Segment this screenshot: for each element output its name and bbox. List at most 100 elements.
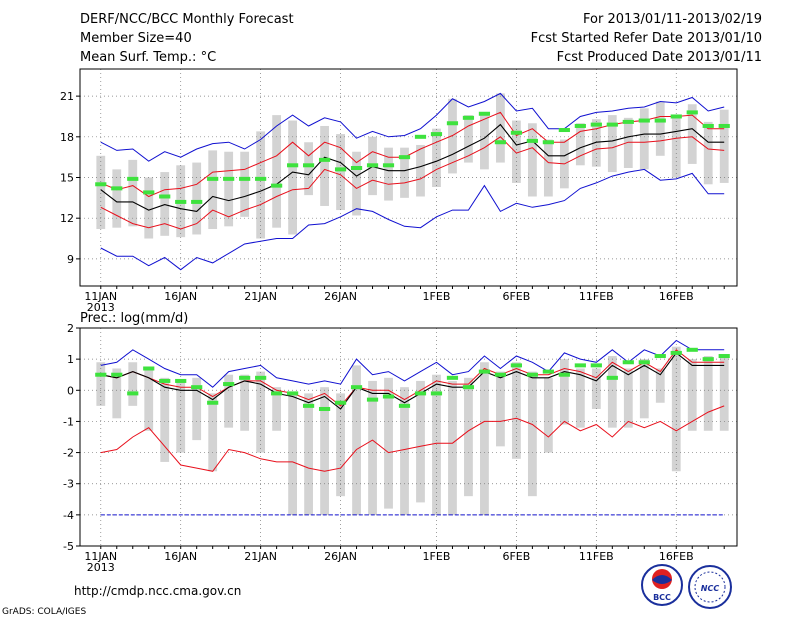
spread-box-day-40 (719, 356, 729, 431)
spread-box-day-11 (256, 131, 266, 239)
y-tick-label: 18 (60, 131, 74, 144)
spread-box-day-24 (464, 115, 473, 163)
climatology-mark-day-28 (526, 138, 538, 143)
spread-box-day-1 (96, 155, 106, 230)
x-year-label: 2013 (87, 301, 115, 314)
climatology-mark-day-39 (702, 123, 714, 128)
climatology-mark-day-15 (318, 157, 331, 162)
x-tick-label: 1FEB (423, 550, 451, 563)
y-tick-label: -4 (63, 509, 74, 522)
spread-box-day-40 (719, 109, 729, 183)
climatology-mark-day-10 (239, 176, 251, 181)
spread-box-day-27 (512, 362, 521, 459)
band-lower-line (100, 136, 725, 230)
band-upper-line (100, 349, 725, 407)
precipitation-chart: -5 -4 -3 -2 -1 0 1 2 11JAN 16JAN 21JAN 26JAN 1FEB 6FE… (63, 322, 738, 574)
spread-box-day-19 (384, 147, 393, 201)
climatology-mark-day-38 (686, 347, 698, 352)
climatology-mark-day-22 (430, 132, 443, 137)
spread-box-day-37 (671, 115, 681, 178)
bcc-logo: BCC (641, 564, 683, 606)
climatology-mark-day-26 (494, 140, 507, 145)
climatology-mark-day-35 (638, 360, 650, 365)
spread-box-day-32 (591, 119, 601, 167)
spread-box-day-5 (160, 172, 170, 236)
climatology-mark-day-29 (542, 369, 554, 374)
y-tick-label: -5 (63, 540, 74, 553)
spread-box-day-20 (400, 387, 409, 515)
climatology-mark-day-12 (271, 183, 283, 188)
climatology-mark-day-21 (414, 391, 427, 396)
climatology-mark-day-1 (95, 372, 107, 377)
climatology-mark-day-13 (287, 163, 299, 168)
y-tick-label: 2 (67, 322, 74, 335)
climatology-mark-day-27 (510, 130, 522, 135)
spread-box-day-38 (687, 359, 697, 431)
climatology-mark-day-30 (558, 372, 570, 377)
y-tick-label: 9 (67, 253, 74, 266)
spread-box-day-19 (384, 377, 393, 509)
climatology-mark-day-15 (318, 406, 331, 411)
precip-panel-title: Prec.: log(mm/d) (80, 311, 188, 326)
extreme-upper-line (100, 339, 725, 388)
spread-box-day-20 (400, 147, 409, 198)
spread-box-day-34 (623, 117, 633, 169)
spread-box-day-24 (464, 377, 473, 497)
climatology-mark-day-1 (95, 182, 107, 187)
y-tick-label: 0 (67, 384, 74, 397)
ncc-logo-label: NCC (701, 584, 720, 593)
spread-box-day-31 (575, 123, 585, 166)
spread-box-day-17 (352, 151, 361, 216)
ensemble-mean-line (100, 123, 725, 212)
climatology-mark-day-25 (478, 111, 491, 116)
x-tick-label: 26JAN (324, 550, 357, 563)
spread-box-day-16 (336, 134, 345, 211)
x-tick-label: 6FEB (502, 550, 530, 563)
spread-box-day-3 (128, 362, 138, 406)
spread-box-day-15 (320, 387, 329, 515)
y-tick-label: -2 (63, 447, 74, 460)
climatology-mark-day-40 (718, 123, 730, 128)
climatology-mark-day-37 (670, 350, 682, 355)
climatology-mark-day-18 (366, 397, 379, 402)
spread-box-day-17 (352, 365, 361, 515)
spread-box-day-23 (448, 380, 457, 515)
climatology-mark-day-10 (239, 375, 251, 380)
x-tick-label: 11JAN (84, 550, 117, 563)
spread-box-day-8 (208, 150, 218, 230)
band-upper-line (100, 111, 725, 198)
spread-box-day-21 (416, 144, 425, 197)
climatology-mark-day-34 (622, 360, 634, 365)
climatology-mark-day-14 (302, 163, 315, 168)
climatology-mark-day-9 (223, 382, 235, 387)
spread-box-day-29 (543, 139, 553, 197)
climatology-mark-day-39 (702, 357, 714, 362)
spread-box-day-13 (288, 393, 298, 515)
y-tick-label: -1 (63, 415, 74, 428)
climatology-mark-day-32 (590, 363, 602, 368)
climatology-mark-day-30 (558, 128, 570, 133)
x-tick-label: 21JAN (244, 290, 277, 303)
spread-box-day-10 (240, 151, 250, 217)
climatology-mark-day-34 (622, 119, 634, 124)
spread-box-day-4 (144, 177, 154, 239)
climatology-mark-day-29 (542, 140, 554, 145)
header-start-date: Fcst Started Refer Date 2013/01/10 (531, 31, 762, 46)
climatology-mark-day-4 (143, 190, 155, 195)
y-tick-label: 1 (67, 353, 74, 366)
spread-box-day-39 (703, 356, 713, 431)
climatology-mark-day-9 (223, 176, 235, 181)
spread-box-day-26 (496, 93, 505, 163)
spread-box-day-30 (559, 359, 569, 425)
spread-box-day-33 (607, 356, 617, 428)
climatology-mark-day-18 (366, 163, 379, 168)
climatology-mark-day-31 (574, 363, 586, 368)
climatology-mark-day-17 (350, 385, 363, 390)
header-produced-date: Fcst Produced Date 2013/01/11 (557, 50, 762, 65)
spread-box-day-28 (527, 123, 537, 197)
climatology-mark-day-8 (207, 176, 219, 181)
climatology-mark-day-17 (350, 166, 363, 171)
climatology-mark-day-20 (398, 155, 411, 160)
spread-box-day-25 (480, 362, 489, 515)
x-tick-label: 21JAN (244, 550, 277, 563)
